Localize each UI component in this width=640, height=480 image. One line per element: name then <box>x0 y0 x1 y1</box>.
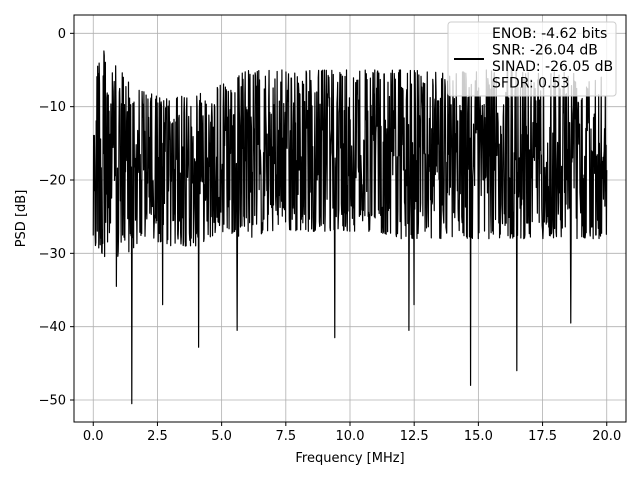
y-tick-label: −50 <box>39 394 66 409</box>
legend-box <box>447 21 617 97</box>
y-axis-label: PSD [dB] <box>14 190 29 248</box>
legend-entry-sinad: SINAD: -26.05 dB <box>492 59 613 75</box>
x-tick-label: 15.0 <box>464 429 493 444</box>
y-tick-label: 0 <box>58 27 66 42</box>
y-tick-label: −20 <box>39 174 66 189</box>
legend-entry-enob: ENOB: -4.62 bits <box>492 26 607 42</box>
x-tick-label: 12.5 <box>400 429 429 444</box>
x-tick-label: 5.0 <box>211 429 232 444</box>
x-tick-label: 0.0 <box>83 429 104 444</box>
legend-entry-sfdr: SFDR: 0.53 <box>492 76 569 92</box>
x-tick-label: 2.5 <box>147 429 168 444</box>
series-group <box>92 50 608 405</box>
x-tick-label: 20.0 <box>592 429 621 444</box>
y-tick-label: −40 <box>39 320 66 335</box>
x-tick-label: 17.5 <box>528 429 557 444</box>
y-tick-label: −10 <box>39 100 66 115</box>
psd-series-line <box>92 50 608 405</box>
x-tick-label: 7.5 <box>275 429 296 444</box>
y-tick-label: −30 <box>39 247 66 262</box>
legend: ENOB: -4.62 bits SNR: -26.04 dB SINAD: -… <box>447 21 617 97</box>
legend-entry-snr: SNR: -26.04 dB <box>492 43 598 59</box>
x-axis-label: Frequency [MHz] <box>295 451 404 466</box>
x-tick-label: 10.0 <box>336 429 365 444</box>
x-axis-ticks: 0.0 2.5 5.0 7.5 10.0 12.5 15.0 17.5 20.0 <box>83 422 621 444</box>
y-axis-ticks: 0 −10 −20 −30 −40 −50 <box>39 27 74 409</box>
